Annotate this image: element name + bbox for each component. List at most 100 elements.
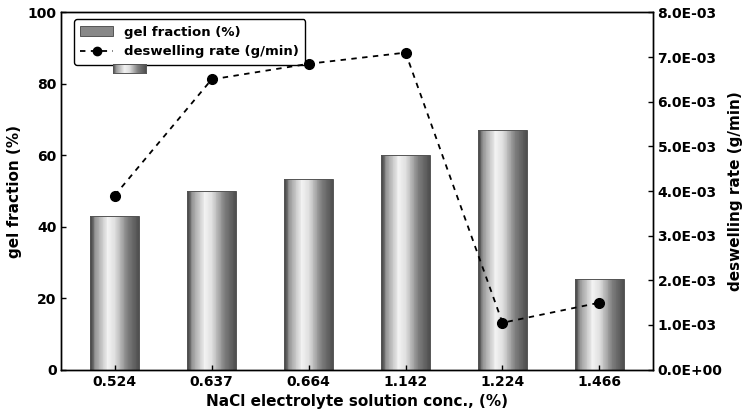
Bar <box>518 130 519 370</box>
Bar <box>419 155 420 370</box>
Bar <box>190 191 191 370</box>
Bar <box>575 279 624 370</box>
Bar <box>108 216 109 370</box>
Bar <box>298 178 299 370</box>
Bar <box>98 216 100 370</box>
Bar <box>593 279 594 370</box>
Bar <box>123 216 124 370</box>
Bar <box>310 178 311 370</box>
Bar <box>107 216 108 370</box>
Bar <box>300 178 301 370</box>
Bar <box>425 155 426 370</box>
Bar <box>305 178 306 370</box>
Bar <box>510 130 511 370</box>
Bar <box>618 279 619 370</box>
Bar <box>392 155 393 370</box>
Bar <box>319 178 320 370</box>
Bar <box>516 130 518 370</box>
Bar <box>479 130 480 370</box>
Bar <box>229 191 230 370</box>
Bar <box>202 191 204 370</box>
Bar <box>493 130 494 370</box>
Bar <box>112 216 113 370</box>
Bar <box>582 279 583 370</box>
Bar <box>234 191 236 370</box>
Bar <box>128 216 129 370</box>
Bar <box>304 178 305 370</box>
Bar <box>214 191 215 370</box>
Bar <box>324 178 325 370</box>
Bar <box>203 191 205 370</box>
Bar <box>387 155 388 370</box>
Bar <box>122 216 123 370</box>
Bar <box>382 155 383 370</box>
Bar <box>607 279 608 370</box>
Bar <box>418 155 419 370</box>
Bar <box>312 178 313 370</box>
Bar <box>608 279 609 370</box>
Bar <box>600 279 602 370</box>
Bar <box>420 155 421 370</box>
Bar <box>219 191 220 370</box>
Bar <box>499 130 500 370</box>
Bar <box>222 191 223 370</box>
Bar <box>211 191 212 370</box>
Bar <box>415 155 416 370</box>
Bar <box>496 130 498 370</box>
Bar <box>604 279 605 370</box>
Bar <box>284 178 285 370</box>
Bar <box>217 191 218 370</box>
Bar <box>189 191 190 370</box>
Bar <box>200 191 201 370</box>
Bar <box>599 279 600 370</box>
Bar <box>302 178 303 370</box>
Bar <box>119 216 121 370</box>
Bar <box>522 130 523 370</box>
Bar <box>407 155 408 370</box>
Bar <box>102 216 103 370</box>
Y-axis label: deswelling rate (g/min): deswelling rate (g/min) <box>728 91 743 291</box>
Bar <box>218 191 219 370</box>
Bar <box>99 216 100 370</box>
Bar <box>103 216 104 370</box>
Bar <box>228 191 229 370</box>
Bar <box>212 191 213 370</box>
Bar <box>621 279 622 370</box>
Bar <box>134 216 135 370</box>
Bar <box>91 216 139 370</box>
Bar <box>502 130 503 370</box>
Bar <box>101 216 102 370</box>
Bar <box>293 178 294 370</box>
Bar <box>395 155 396 370</box>
Bar <box>498 130 499 370</box>
Bar <box>127 216 128 370</box>
Bar <box>484 130 485 370</box>
Bar <box>605 279 606 370</box>
Bar <box>506 130 507 370</box>
Bar <box>296 178 297 370</box>
Bar <box>478 130 526 370</box>
Bar <box>297 178 298 370</box>
Bar <box>402 155 404 370</box>
Bar <box>576 279 577 370</box>
Bar <box>611 279 613 370</box>
Bar <box>394 155 395 370</box>
Bar <box>500 130 501 370</box>
Bar <box>92 216 93 370</box>
Bar <box>227 191 228 370</box>
Bar <box>199 191 200 370</box>
Bar <box>486 130 488 370</box>
Bar <box>620 279 621 370</box>
Bar <box>491 130 492 370</box>
Bar <box>332 178 333 370</box>
Bar <box>396 155 397 370</box>
Bar <box>303 178 304 370</box>
Bar <box>594 279 595 370</box>
Bar <box>226 191 227 370</box>
Bar <box>315 178 316 370</box>
Bar <box>412 155 413 370</box>
Bar <box>100 216 101 370</box>
Bar <box>93 216 94 370</box>
Bar <box>193 191 194 370</box>
Bar <box>417 155 418 370</box>
